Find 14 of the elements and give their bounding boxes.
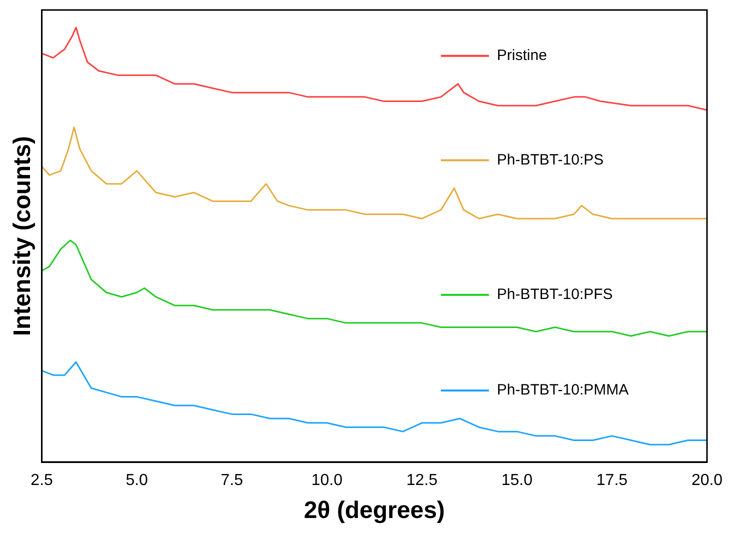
x-tick-label: 20.0 — [691, 472, 723, 490]
y-axis-title: Intensity (counts) — [9, 136, 36, 336]
legend-label: Ph-BTBT-10:PMMA — [496, 382, 629, 399]
legend-label: Ph-BTBT-10:PS — [496, 151, 604, 168]
x-tick-label: 5.0 — [126, 472, 148, 490]
x-tick-label: 15.0 — [501, 472, 533, 490]
x-tick-label: 17.5 — [596, 472, 628, 490]
x-tick-label: 12.5 — [406, 472, 438, 490]
x-tick-label: 10.0 — [311, 472, 343, 490]
legend-label: Pristine — [496, 47, 547, 64]
legend-label: Ph-BTBT-10:PFS — [496, 286, 613, 304]
x-axis-title: 2θ (degrees) — [304, 497, 445, 524]
x-tick-label: 7.5 — [220, 472, 244, 490]
x-tick-label: 2.5 — [30, 472, 54, 490]
